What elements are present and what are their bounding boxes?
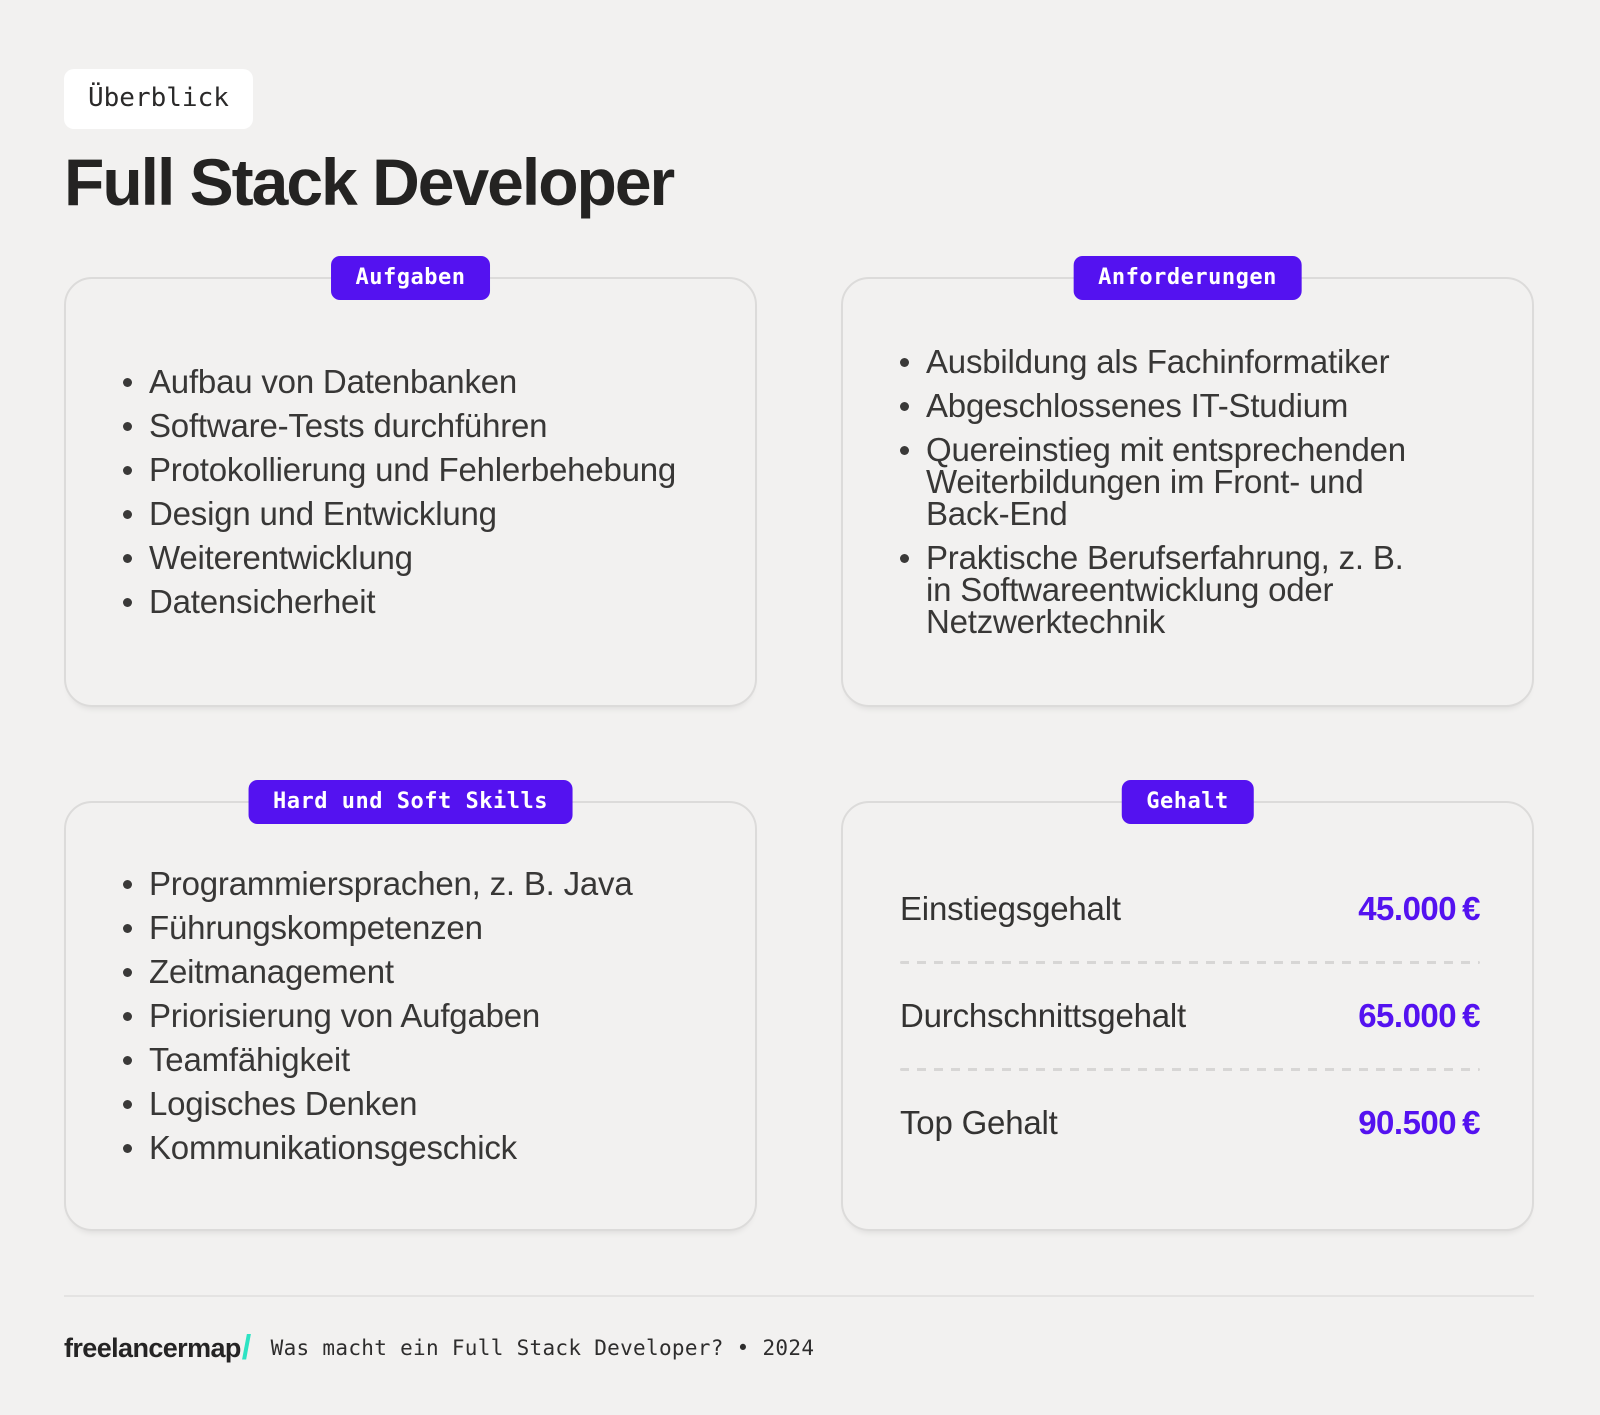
footer: freelancermap / Was macht ein Full Stack … [64, 1294, 1534, 1367]
list-item: Praktische Berufserfahrung, z. B. in Sof… [900, 538, 1486, 640]
tasks-card-badge: Aufgaben [330, 255, 491, 300]
list-item: Logisches Denken [123, 1084, 709, 1122]
list-item: Datensicherheit [123, 582, 709, 620]
skills-card-badge: Hard und Soft Skills [248, 779, 573, 824]
requirements-list: Ausbildung als Fachinformatiker Abgeschl… [900, 342, 1486, 640]
list-item-text: Priorisierung von Aufgaben [149, 996, 541, 1034]
list-item: Protokollierung und Fehlerbehebung [123, 450, 709, 488]
bullet-icon [123, 553, 132, 563]
bullet-icon [123, 923, 132, 933]
list-item-text: Zeitmanagement [149, 952, 394, 990]
bullet-icon [123, 377, 132, 387]
list-item-text: Kommunikationsgeschick [149, 1128, 517, 1166]
page-title: Full Stack Developer [64, 144, 675, 219]
bullet-icon [900, 401, 909, 411]
salary-label: Top Gehalt [900, 1103, 1058, 1141]
bullet-icon [900, 357, 909, 367]
footer-caption: Was macht ein Full Stack Developer? • 20… [270, 1336, 815, 1361]
requirements-card: Anforderungen Ausbildung als Fachinforma… [841, 255, 1534, 707]
overview-badge: Überblick [64, 69, 253, 129]
salary-amount: 45.000 [1358, 889, 1457, 927]
bullet-icon [123, 1143, 132, 1153]
salary-card-badge: Gehalt [1121, 779, 1254, 824]
bullet-icon [123, 1099, 132, 1109]
list-item-text: Führungskompetenzen [149, 908, 483, 946]
euro-currency: € [1462, 1103, 1480, 1141]
freelancermap-logo: freelancermap / [64, 1328, 251, 1367]
requirements-card-body: Ausbildung als Fachinformatiker Abgeschl… [843, 342, 1532, 640]
bullet-icon [123, 465, 132, 475]
bullet-icon [900, 553, 909, 563]
footer-row: freelancermap / Was macht ein Full Stack … [64, 1328, 1534, 1367]
list-item-text: Datensicherheit [149, 582, 376, 620]
list-item: Führungskompetenzen [123, 908, 709, 946]
list-item: Ausbildung als Fachinformatiker [900, 342, 1486, 380]
salary-label: Durchschnittsgehalt [900, 996, 1187, 1034]
euro-currency: € [1462, 889, 1480, 927]
requirements-card-badge: Anforderungen [1073, 255, 1302, 300]
euro-currency: € [1462, 996, 1480, 1034]
list-item: Zeitmanagement [123, 952, 709, 990]
list-item: Abgeschlossenes IT-Studium [900, 386, 1486, 424]
list-item: Design und Entwicklung [123, 494, 709, 532]
skills-card: Hard und Soft Skills Programmiersprachen… [64, 779, 757, 1231]
list-item-text: Abgeschlossenes IT-Studium [926, 386, 1349, 424]
logo-wordmark: freelancermap [64, 1332, 241, 1363]
list-item: Priorisierung von Aufgaben [123, 996, 709, 1034]
list-item-text: Quereinstieg mit entsprechenden Weiterbi… [926, 430, 1406, 532]
footer-divider [64, 1294, 1534, 1297]
list-item: Programmiersprachen, z. B. Java [123, 864, 709, 902]
salary-value: 45.000 € [1358, 890, 1480, 928]
bullet-icon [123, 967, 132, 977]
bullet-icon [900, 445, 909, 455]
list-item-text: Logisches Denken [149, 1084, 418, 1122]
salary-amount: 65.000 [1358, 996, 1457, 1034]
list-item-text: Ausbildung als Fachinformatiker [926, 342, 1390, 380]
salary-label: Einstiegsgehalt [900, 889, 1121, 927]
tasks-list: Aufbau von Datenbanken Software-Tests du… [123, 362, 709, 620]
salary-card: Gehalt Einstiegsgehalt 45.000 € Durchschn… [841, 779, 1534, 1231]
salary-card-body: Einstiegsgehalt 45.000 € Durchschnittsgeh… [843, 890, 1532, 1142]
list-item-text: Programmiersprachen, z. B. Java [149, 864, 633, 902]
bullet-icon [123, 1011, 132, 1021]
list-item-text: Protokollierung und Fehlerbehebung [149, 450, 677, 488]
bullet-icon [123, 1055, 132, 1065]
list-item: Aufbau von Datenbanken [123, 362, 709, 400]
list-item-text: Teamfähigkeit [149, 1040, 351, 1078]
bullet-icon [123, 879, 132, 889]
list-item: Quereinstieg mit entsprechenden Weiterbi… [900, 430, 1486, 532]
tasks-card: Aufgaben Aufbau von Datenbanken Software… [64, 255, 757, 707]
bullet-icon [123, 597, 132, 607]
logo-slash-icon: / [241, 1328, 251, 1367]
bullet-icon [123, 421, 132, 431]
cards-grid: Aufgaben Aufbau von Datenbanken Software… [64, 255, 1534, 1231]
overview-badge-label: Überblick [88, 83, 229, 113]
list-item: Teamfähigkeit [123, 1040, 709, 1078]
salary-amount: 90.500 [1358, 1103, 1457, 1141]
list-item: Weiterentwicklung [123, 538, 709, 576]
tasks-card-body: Aufbau von Datenbanken Software-Tests du… [66, 362, 755, 620]
dashed-divider [900, 960, 1480, 964]
list-item: Software-Tests durchführen [123, 406, 709, 444]
salary-value: 90.500 € [1358, 1104, 1480, 1142]
list-item-text: Weiterentwicklung [149, 538, 413, 576]
list-item-text: Software-Tests durchführen [149, 406, 548, 444]
bullet-icon [123, 509, 132, 519]
salary-row: Top Gehalt 90.500 € [900, 1104, 1480, 1142]
dashed-divider [900, 1067, 1480, 1071]
salary-value: 65.000 € [1358, 997, 1480, 1035]
salary-row: Durchschnittsgehalt 65.000 € [900, 997, 1480, 1035]
skills-list: Programmiersprachen, z. B. Java Führungs… [123, 864, 709, 1166]
list-item-text: Design und Entwicklung [149, 494, 497, 532]
list-item: Kommunikationsgeschick [123, 1128, 709, 1166]
list-item-text: Praktische Berufserfahrung, z. B. in Sof… [926, 538, 1404, 640]
salary-row: Einstiegsgehalt 45.000 € [900, 890, 1480, 928]
skills-card-body: Programmiersprachen, z. B. Java Führungs… [66, 864, 755, 1166]
list-item-text: Aufbau von Datenbanken [149, 362, 518, 400]
